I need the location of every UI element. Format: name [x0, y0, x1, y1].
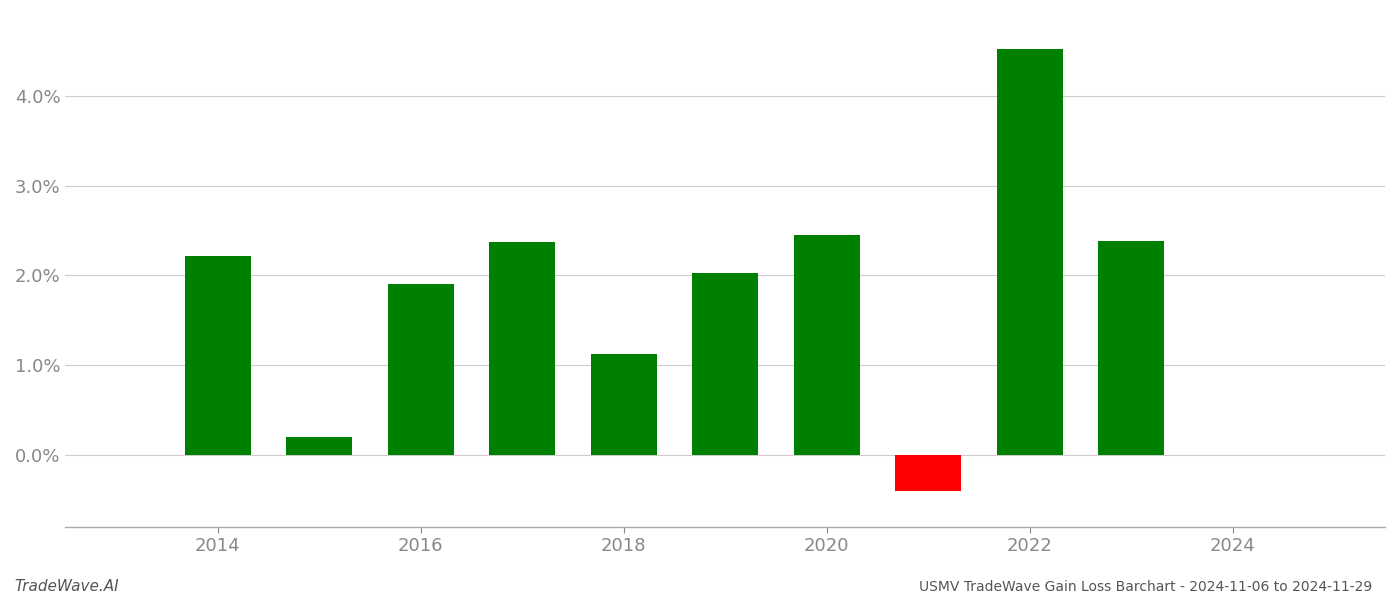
Bar	[692, 274, 759, 455]
Bar	[286, 437, 353, 455]
Bar	[591, 354, 657, 455]
Text: USMV TradeWave Gain Loss Barchart - 2024-11-06 to 2024-11-29: USMV TradeWave Gain Loss Barchart - 2024…	[918, 580, 1372, 594]
Bar	[997, 49, 1063, 455]
Bar	[489, 242, 556, 455]
Bar	[895, 455, 962, 491]
Bar	[1098, 241, 1165, 455]
Bar	[185, 256, 251, 455]
Text: TradeWave.AI: TradeWave.AI	[14, 579, 119, 594]
Bar	[794, 235, 860, 455]
Bar	[388, 284, 454, 455]
